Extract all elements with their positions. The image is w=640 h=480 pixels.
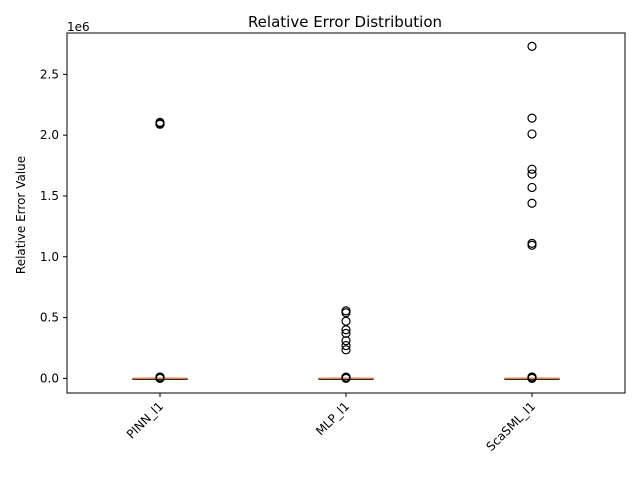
- outlier-point: [527, 238, 537, 249]
- y-ticks: 0.0 0.5 1.0 1.5 2.0 2.5: [40, 67, 67, 385]
- y-tick-label: 2.0: [40, 128, 59, 142]
- box-group: [504, 41, 560, 384]
- outlier-point: [527, 198, 537, 208]
- x-tick-label: PINN_l1: [124, 399, 166, 441]
- chart-title: Relative Error Distribution: [248, 13, 442, 31]
- outlier-point: [341, 325, 351, 335]
- box-group: [318, 306, 374, 384]
- outlier-point: [527, 113, 537, 123]
- outlier-point: [341, 316, 351, 326]
- y-tick-label: 0.5: [40, 311, 59, 325]
- outlier-point: [155, 372, 165, 382]
- outlier-point: [341, 345, 351, 355]
- x-tick-label: MLP_l1: [313, 399, 352, 438]
- outlier-point: [341, 336, 351, 346]
- y-scale-label: 1e6: [67, 20, 90, 34]
- plot-area-frame: [66, 32, 626, 394]
- outlier-point: [527, 169, 537, 179]
- outlier-point: [527, 182, 537, 193]
- boxes: [132, 41, 560, 384]
- y-tick-label: 1.0: [40, 250, 59, 264]
- outlier-point: [527, 372, 537, 382]
- outlier-point: [527, 164, 537, 174]
- outlier-point: [341, 308, 351, 318]
- outlier-point: [341, 372, 351, 382]
- box-group: [132, 117, 188, 384]
- y-tick-label: 1.5: [40, 189, 59, 203]
- outlier-point: [341, 340, 351, 351]
- outlier-point: [341, 306, 351, 316]
- y-tick-label: 2.5: [40, 67, 59, 81]
- outlier-point: [527, 129, 537, 139]
- y-axis-label: Relative Error Value: [14, 156, 28, 274]
- outlier-point: [341, 328, 351, 339]
- outlier-point: [527, 240, 537, 250]
- y-tick-label: 0.0: [40, 371, 59, 385]
- x-tick-label: ScaSML_l1: [484, 399, 539, 454]
- x-ticks: PINN_l1 MLP_l1 ScaSML_l1: [124, 393, 538, 454]
- outlier-point: [155, 117, 165, 127]
- outlier-point: [527, 41, 537, 51]
